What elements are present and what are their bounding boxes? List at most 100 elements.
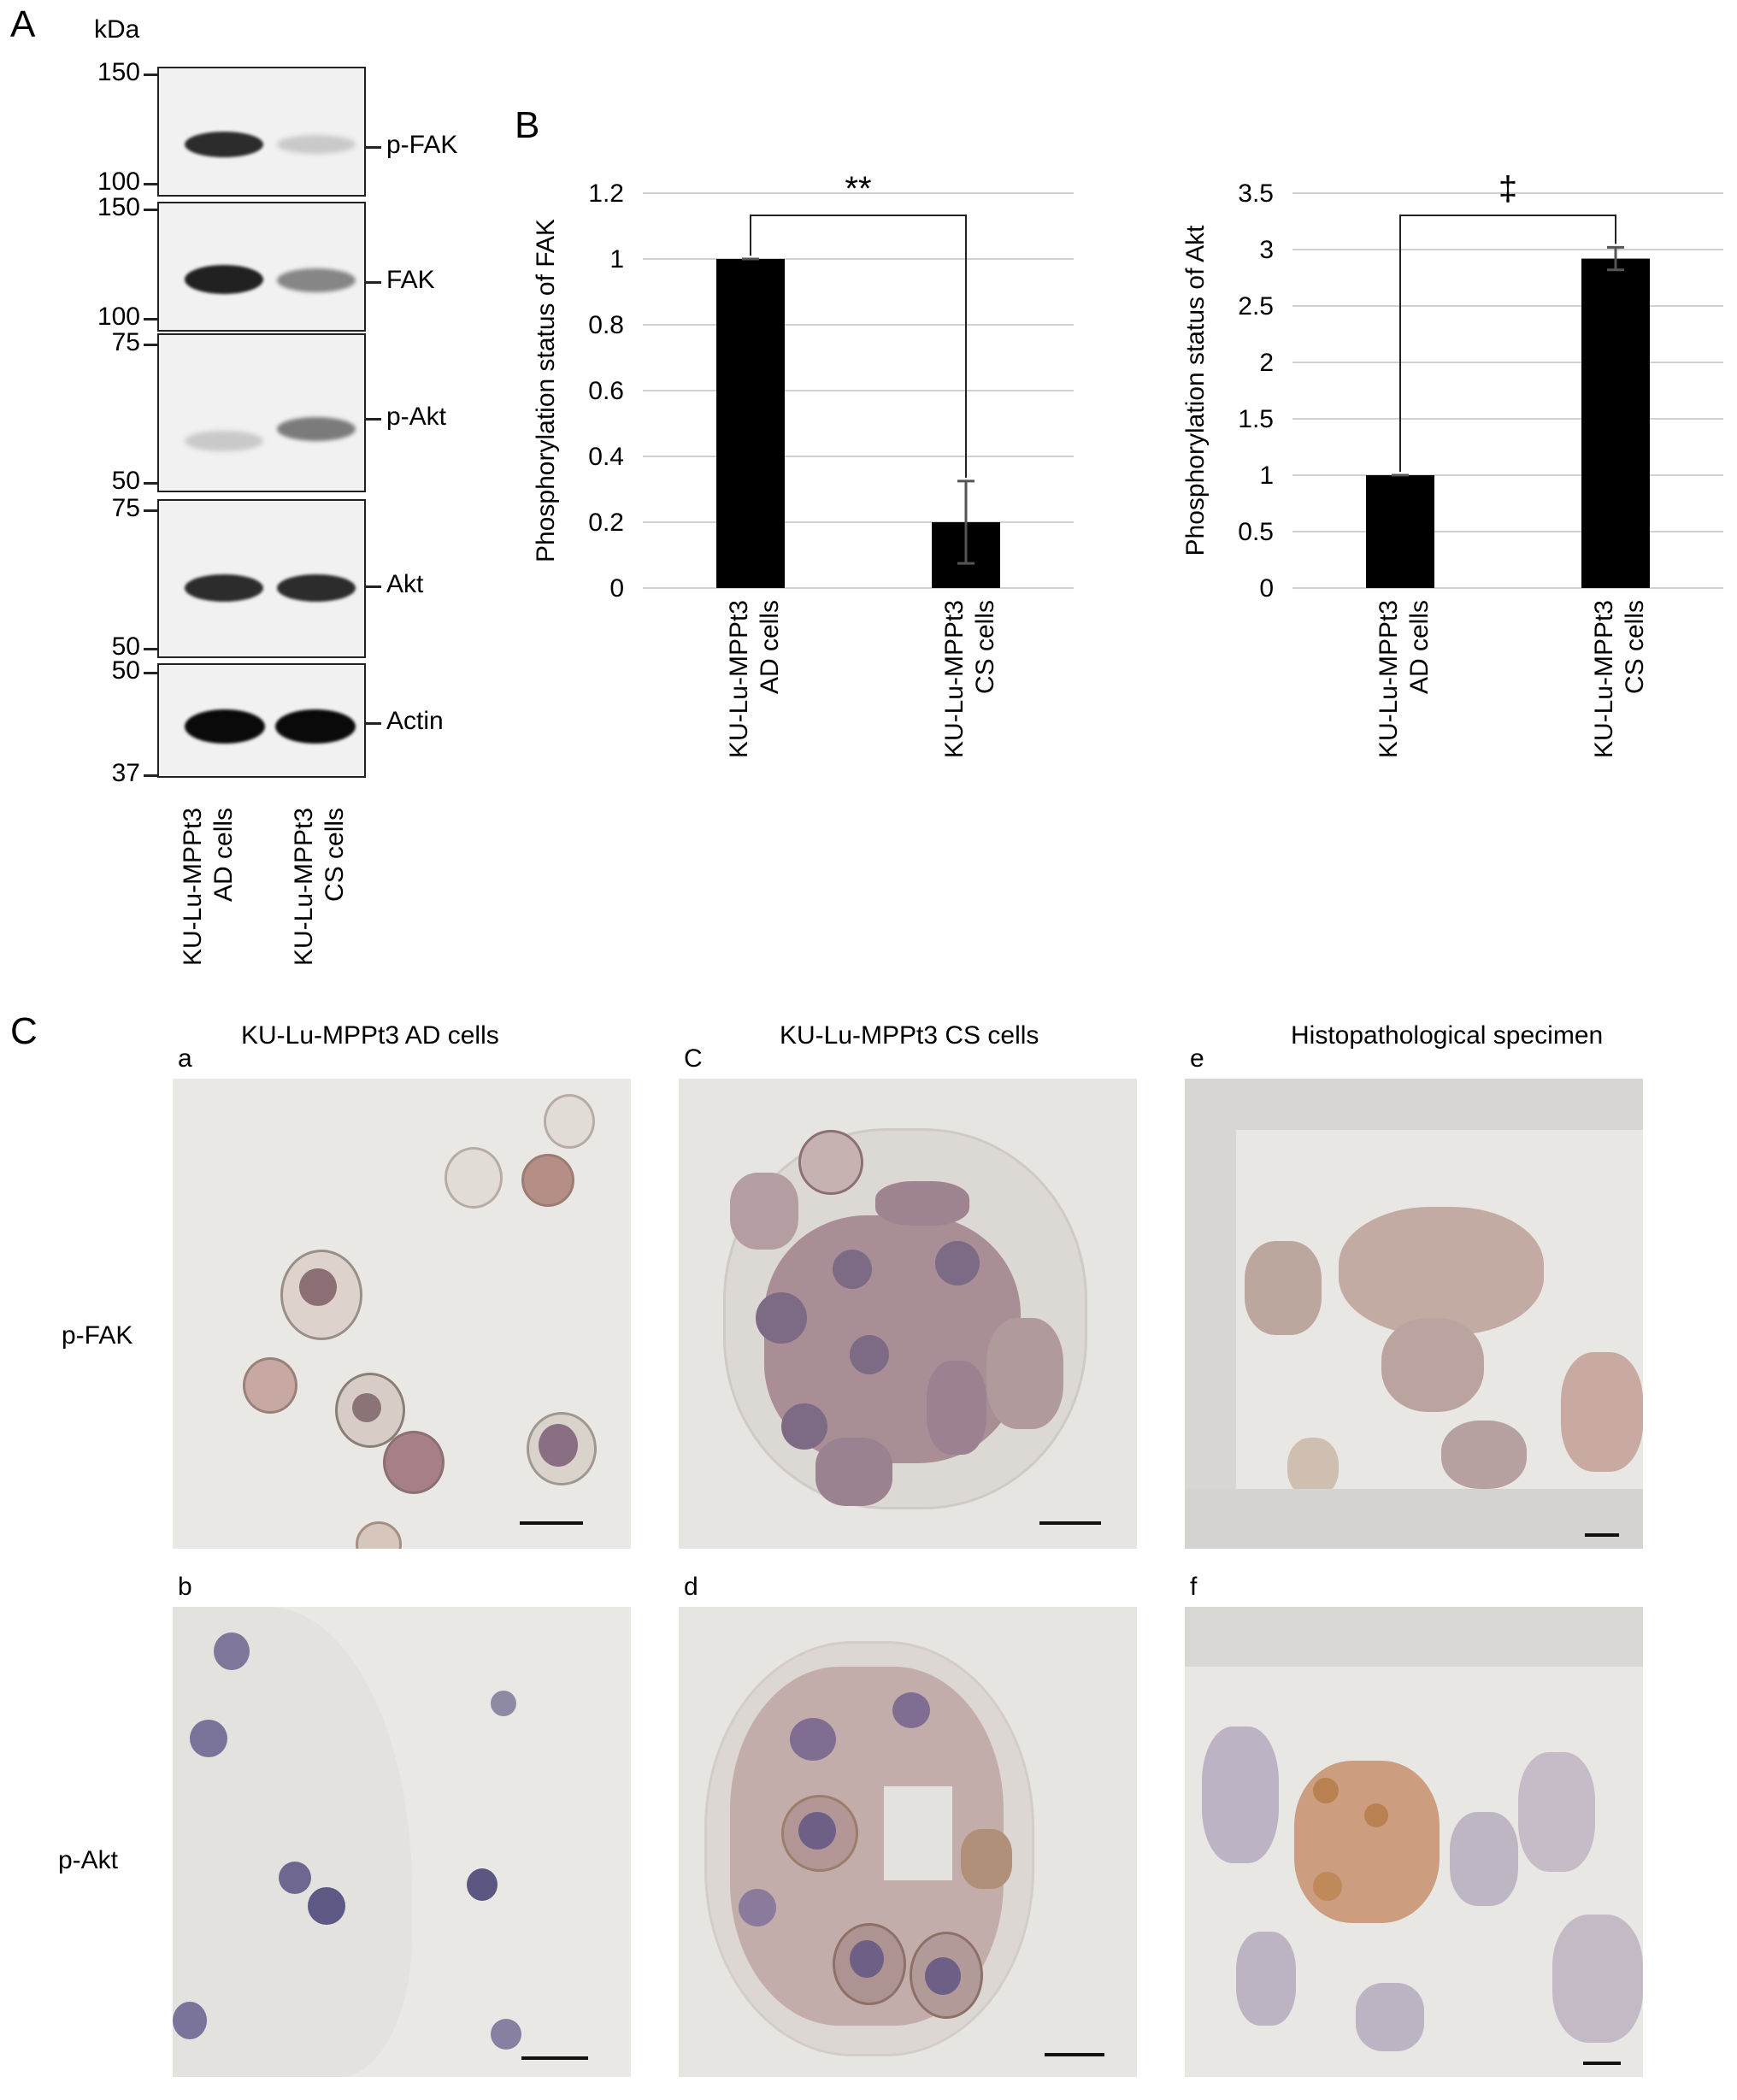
blot-fak bbox=[157, 202, 366, 332]
panel-c-letter: C bbox=[10, 1010, 38, 1052]
blot-2-tick-top: 150 bbox=[97, 193, 140, 221]
scale-bar bbox=[1585, 1533, 1619, 1537]
y-axis-label: Phosphorylation status of Akt bbox=[1181, 225, 1210, 556]
tick-mark bbox=[144, 509, 159, 512]
significance-bracket bbox=[750, 215, 967, 478]
blot-3-tick-top: 75 bbox=[111, 328, 140, 356]
panel-a-letter: A bbox=[10, 3, 36, 45]
blot-label-actin: Actin bbox=[386, 707, 444, 735]
column-title-ad: KU-Lu-MPPt3 AD cells bbox=[241, 1021, 499, 1050]
scale-bar bbox=[1583, 2062, 1621, 2065]
lane-label-ad: KU-Lu-MPPt3 AD cells bbox=[179, 807, 238, 966]
tick-mark bbox=[144, 209, 159, 211]
y-tick-label: 0 bbox=[609, 574, 624, 603]
tick-mark bbox=[144, 482, 159, 485]
blot-actin bbox=[157, 663, 366, 778]
y-tick-label: 1.5 bbox=[1238, 405, 1274, 433]
panel-b-letter: B bbox=[515, 104, 540, 146]
band-lane1 bbox=[185, 574, 263, 602]
y-tick-label: 2.5 bbox=[1238, 292, 1274, 321]
subpanel-letter-a: a bbox=[178, 1044, 192, 1073]
blot-1-tick-bottom: 100 bbox=[97, 168, 140, 196]
lane-label-cs: KU-Lu-MPPt3 CS cells bbox=[290, 807, 349, 966]
blot-4-tick-top: 75 bbox=[111, 494, 140, 522]
band-lane1 bbox=[185, 132, 263, 157]
y-tick-label: 1.2 bbox=[588, 179, 624, 208]
bar-chart-2: 0 0.5 1 1.5 2 2.5 3 3.5 Phosphorylation status o… bbox=[1181, 170, 1723, 758]
y-tick-label: 3 bbox=[1259, 236, 1274, 264]
y-tick-label: 3.5 bbox=[1238, 179, 1274, 208]
y-tick-label: 0 bbox=[1259, 574, 1274, 603]
band-lane2 bbox=[275, 709, 356, 744]
bar-1 bbox=[1366, 475, 1434, 588]
category-label: KU-Lu-MPPt3 CS cells bbox=[1590, 600, 1649, 758]
panel-b-charts: 0 0.2 0.4 0.6 0.8 1 1.2 Phosphorylation status … bbox=[532, 170, 1723, 758]
label-dash bbox=[366, 722, 381, 725]
y-tick-label: 0.8 bbox=[588, 311, 624, 339]
blot-p-fak bbox=[157, 67, 366, 197]
y-tick-label: 2 bbox=[1259, 349, 1274, 377]
tick-mark bbox=[144, 672, 159, 674]
blot-1-tick-top: 150 bbox=[97, 58, 140, 86]
micrograph-e bbox=[1185, 1079, 1643, 1549]
y-axis-label: Phosphorylation status of FAK bbox=[532, 219, 560, 562]
blot-3-tick-bottom: 50 bbox=[111, 467, 140, 495]
blot-4-tick-bottom: 50 bbox=[111, 632, 140, 661]
y-tick-label: 1 bbox=[1259, 462, 1274, 490]
tick-mark bbox=[144, 648, 159, 650]
band-lane2 bbox=[277, 574, 356, 602]
y-tick-label: 0.5 bbox=[1238, 518, 1274, 546]
scale-bar bbox=[1039, 1521, 1101, 1525]
label-dash bbox=[366, 281, 381, 284]
band-lane2 bbox=[277, 268, 356, 292]
column-title-histo: Histopathological specimen bbox=[1291, 1021, 1604, 1050]
column-title-cs: KU-Lu-MPPt3 CS cells bbox=[780, 1021, 1039, 1050]
blot-label-p-akt: p-Akt bbox=[386, 403, 447, 431]
micrograph-f bbox=[1185, 1607, 1643, 2077]
blot-label-p-fak: p-FAK bbox=[386, 131, 458, 159]
blot-p-akt bbox=[157, 333, 366, 492]
micrograph-a bbox=[173, 1079, 631, 1549]
kda-label: kDa bbox=[94, 15, 140, 44]
scale-bar bbox=[520, 1521, 583, 1525]
blot-5-tick-top: 50 bbox=[111, 656, 140, 685]
blot-2-tick-bottom: 100 bbox=[97, 303, 140, 331]
label-dash bbox=[366, 418, 381, 421]
band-lane1 bbox=[185, 431, 263, 451]
subpanel-letter-c: C bbox=[684, 1044, 703, 1073]
band-lane2 bbox=[277, 417, 356, 441]
category-label: KU-Lu-MPPt3 CS cells bbox=[940, 600, 999, 758]
blot-label-akt: Akt bbox=[386, 570, 424, 598]
blot-akt bbox=[157, 499, 366, 658]
tick-mark bbox=[144, 344, 159, 346]
row-label-p-fak: p-FAK bbox=[62, 1321, 133, 1350]
micrograph-b bbox=[173, 1607, 631, 2077]
band-lane1 bbox=[185, 709, 265, 744]
band-lane2 bbox=[277, 135, 356, 154]
label-dash bbox=[366, 585, 381, 588]
label-dash bbox=[366, 146, 381, 149]
category-label: KU-Lu-MPPt3 AD cells bbox=[725, 600, 784, 758]
bar-chart-1: 0 0.2 0.4 0.6 0.8 1 1.2 Phosphorylation status … bbox=[532, 170, 1074, 758]
significance-marker: ‡ bbox=[1499, 170, 1517, 208]
tick-mark bbox=[144, 774, 159, 777]
category-label: KU-Lu-MPPt3 AD cells bbox=[1375, 600, 1434, 758]
y-tick-label: 0.4 bbox=[588, 443, 624, 471]
micrograph-c bbox=[679, 1079, 1137, 1549]
scale-bar bbox=[1045, 2053, 1104, 2056]
subpanel-letter-d: d bbox=[684, 1573, 698, 1601]
tick-mark bbox=[144, 74, 159, 76]
bar-2 bbox=[1581, 258, 1650, 588]
micrograph-d bbox=[679, 1607, 1137, 2077]
blot-5-tick-bottom: 37 bbox=[111, 759, 140, 787]
subpanel-letter-f: f bbox=[1190, 1573, 1198, 1601]
scale-bar bbox=[521, 2056, 588, 2060]
tick-mark bbox=[144, 183, 159, 185]
subpanel-letter-e: e bbox=[1190, 1044, 1204, 1073]
y-tick-label: 0.2 bbox=[588, 509, 624, 537]
y-tick-label: 1 bbox=[609, 245, 624, 274]
significance-marker: ** bbox=[845, 170, 871, 208]
y-tick-label: 0.6 bbox=[588, 377, 624, 405]
bar-1 bbox=[716, 259, 785, 588]
band-lane1 bbox=[185, 265, 263, 294]
